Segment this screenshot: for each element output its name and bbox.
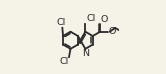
Text: N: N <box>82 49 89 58</box>
Text: Cl: Cl <box>86 14 95 23</box>
Text: Cl: Cl <box>57 18 66 27</box>
Text: O: O <box>109 27 116 36</box>
Text: Cl: Cl <box>59 57 69 66</box>
Text: O: O <box>101 15 108 24</box>
